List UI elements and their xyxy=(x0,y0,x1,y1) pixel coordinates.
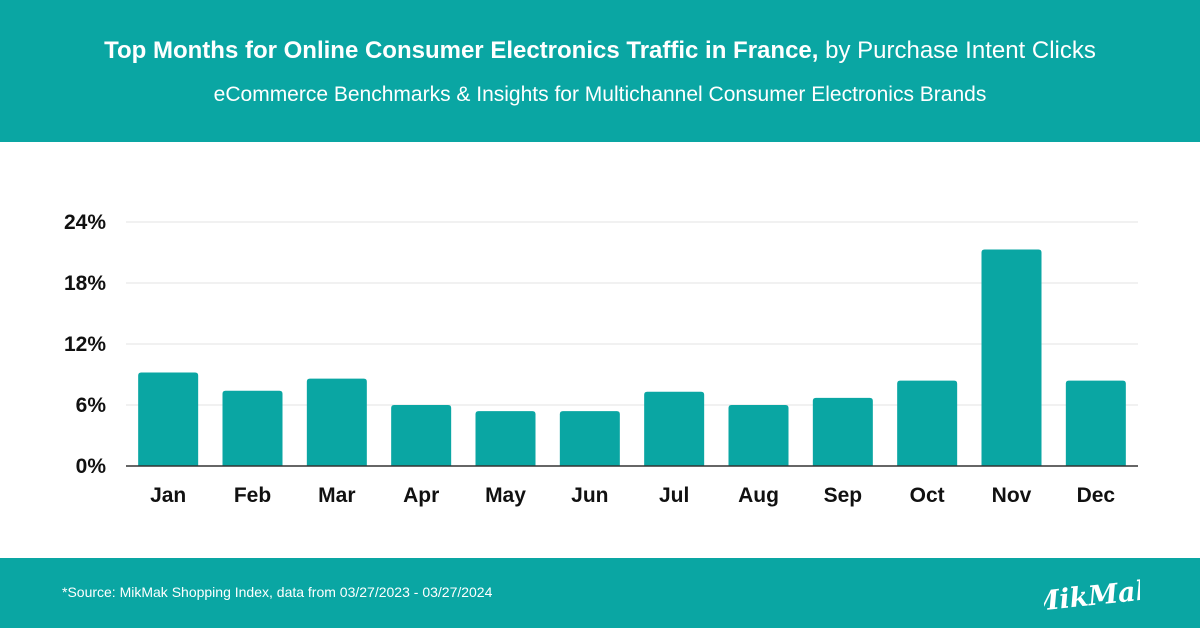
bar-may xyxy=(475,411,536,466)
y-tick-label: 12% xyxy=(64,333,106,356)
chart-title: Top Months for Online Consumer Electroni… xyxy=(0,36,1200,66)
source-note: *Source: MikMak Shopping Index, data fro… xyxy=(62,584,493,600)
chart-subtitle: eCommerce Benchmarks & Insights for Mult… xyxy=(213,83,987,106)
y-tick-label: 0% xyxy=(76,455,107,478)
bar-oct xyxy=(897,380,958,466)
x-tick-label: Nov xyxy=(992,484,1032,507)
bar-chart: 0% 6% 12% 18% 24% Jan Feb Mar Apr May Jun Jul Aug Sep… xyxy=(0,142,1200,558)
chart-header: Top Months for Online Consumer Electroni… xyxy=(0,0,1200,142)
bar-apr xyxy=(391,405,452,466)
bar-jan xyxy=(138,372,199,466)
x-tick-label: Jan xyxy=(150,484,186,507)
bar-nov xyxy=(981,249,1042,466)
y-tick-label: 18% xyxy=(64,272,106,295)
bar-chart-svg: 0% 6% 12% 18% 24% Jan Feb Mar Apr May Jun Jul Aug Sep… xyxy=(64,211,1138,507)
x-tick-label: Sep xyxy=(824,484,863,507)
x-tick-label: May xyxy=(485,484,526,507)
x-tick-label: Dec xyxy=(1077,484,1116,507)
chart-title-rest: by Purchase Intent Clicks xyxy=(818,37,1096,64)
bar-jun xyxy=(559,411,620,466)
x-tick-label: Oct xyxy=(910,484,945,507)
chart-title-bold: Top Months for Online Consumer Electroni… xyxy=(104,37,819,64)
x-tick-label: Apr xyxy=(403,484,439,507)
x-tick-label: Jun xyxy=(571,484,608,507)
logo-text: MikMak xyxy=(1044,575,1140,614)
bar-aug xyxy=(728,405,789,466)
bar-sep xyxy=(812,397,873,466)
bar-jul xyxy=(644,391,705,466)
y-tick-label: 24% xyxy=(64,211,106,234)
bar-mar xyxy=(306,378,367,466)
x-tick-label: Mar xyxy=(318,484,355,507)
x-tick-label: Feb xyxy=(234,484,271,507)
bar-feb xyxy=(222,390,283,466)
bar-dec xyxy=(1065,380,1126,466)
y-tick-label: 6% xyxy=(76,394,107,417)
footer: *Source: MikMak Shopping Index, data fro… xyxy=(0,558,1200,628)
mikmak-logo: MikMak xyxy=(1044,575,1140,614)
x-tick-label: Jul xyxy=(659,484,689,507)
x-tick-label: Aug xyxy=(738,484,779,507)
